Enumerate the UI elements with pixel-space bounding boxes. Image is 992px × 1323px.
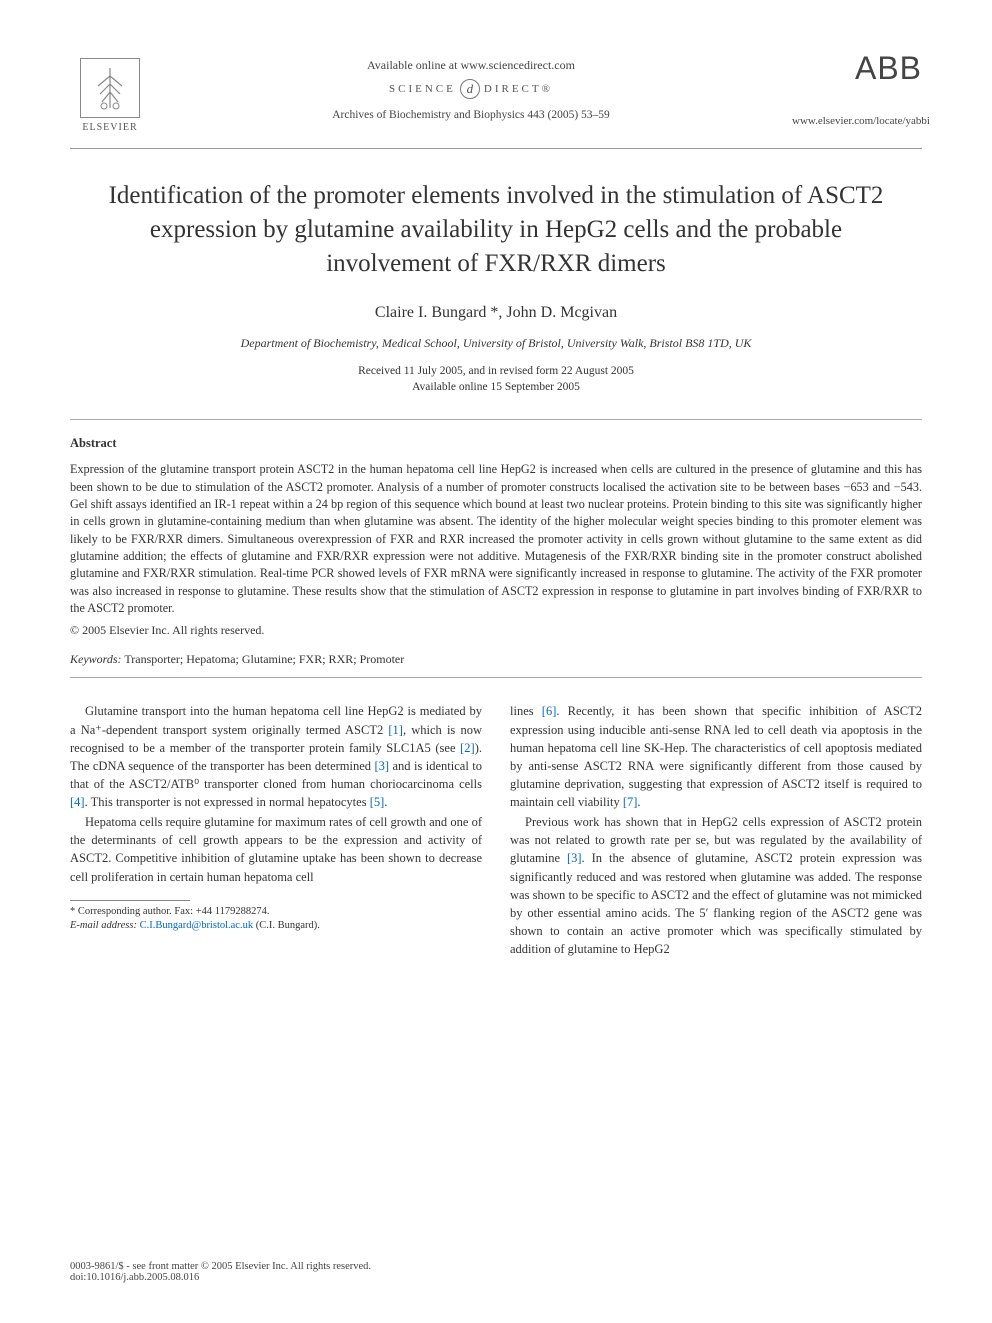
sd-right: DIRECT®: [484, 83, 553, 95]
copyright: © 2005 Elsevier Inc. All rights reserved…: [70, 623, 922, 638]
received-date: Received 11 July 2005, and in revised fo…: [70, 363, 922, 379]
abstract-text: Expression of the glutamine transport pr…: [70, 461, 922, 617]
body-p4: Previous work has shown that in HepG2 ce…: [510, 813, 922, 958]
keywords-label: Keywords:: [70, 652, 122, 666]
body-p3: lines [6]. Recently, it has been shown t…: [510, 702, 922, 811]
ref-4[interactable]: [4]: [70, 795, 85, 809]
body-p2: Hepatoma cells require glutamine for max…: [70, 813, 482, 886]
body-p1: Glutamine transport into the human hepat…: [70, 702, 482, 811]
footer-doi: doi:10.1016/j.abb.2005.08.016: [70, 1272, 922, 1283]
article-title: Identification of the promoter elements …: [90, 179, 902, 280]
ref-5[interactable]: [5]: [370, 795, 385, 809]
footnote: * Corresponding author. Fax: +44 1179288…: [70, 905, 482, 933]
authors: Claire I. Bungard *, John D. Mcgivan: [70, 304, 922, 322]
email-label: E-mail address:: [70, 920, 137, 931]
email-link[interactable]: C.I.Bungard@bristol.ac.uk: [140, 920, 254, 931]
ref-7[interactable]: [7]: [623, 795, 638, 809]
available-online-text: Available online at www.sciencedirect.co…: [150, 58, 792, 73]
ref-6[interactable]: [6]: [542, 704, 557, 718]
footer: 0003-9861/$ - see front matter © 2005 El…: [70, 1261, 922, 1283]
footer-line1: 0003-9861/$ - see front matter © 2005 El…: [70, 1261, 922, 1272]
abstract-top-rule: [70, 419, 922, 420]
footnote-rule: [70, 900, 190, 901]
center-header: Available online at www.sciencedirect.co…: [150, 50, 792, 121]
header-rule: [70, 148, 922, 149]
email-line: E-mail address: C.I.Bungard@bristol.ac.u…: [70, 919, 482, 933]
right-header: ABB www.elsevier.com/locate/yabbi: [792, 50, 922, 127]
sd-d-icon: d: [460, 79, 480, 99]
keywords-text: Transporter; Hepatoma; Glutamine; FXR; R…: [124, 652, 404, 666]
elsevier-tree-icon: [80, 58, 140, 118]
abb-logo: ABB: [792, 50, 922, 87]
dates: Received 11 July 2005, and in revised fo…: [70, 363, 922, 395]
journal-citation: Archives of Biochemistry and Biophysics …: [150, 109, 792, 121]
ref-1[interactable]: [1]: [388, 723, 403, 737]
ref-3[interactable]: [3]: [374, 759, 389, 773]
elsevier-logo: ELSEVIER: [70, 50, 150, 140]
abstract-heading: Abstract: [70, 436, 922, 451]
body-columns: Glutamine transport into the human hepat…: [70, 702, 922, 958]
keywords: Keywords: Transporter; Hepatoma; Glutami…: [70, 652, 922, 667]
elsevier-label: ELSEVIER: [82, 122, 137, 133]
journal-url: www.elsevier.com/locate/yabbi: [792, 115, 922, 127]
header: ELSEVIER Available online at www.science…: [70, 50, 922, 140]
corresponding-author: * Corresponding author. Fax: +44 1179288…: [70, 905, 482, 919]
ref-2[interactable]: [2]: [460, 741, 475, 755]
email-name: (C.I. Bungard).: [256, 920, 320, 931]
sd-left: SCIENCE: [389, 83, 456, 95]
online-date: Available online 15 September 2005: [70, 379, 922, 395]
affiliation: Department of Biochemistry, Medical Scho…: [70, 336, 922, 351]
ref-3b[interactable]: [3]: [567, 851, 582, 865]
science-direct-logo: SCIENCE d DIRECT®: [150, 79, 792, 99]
keywords-rule: [70, 677, 922, 678]
